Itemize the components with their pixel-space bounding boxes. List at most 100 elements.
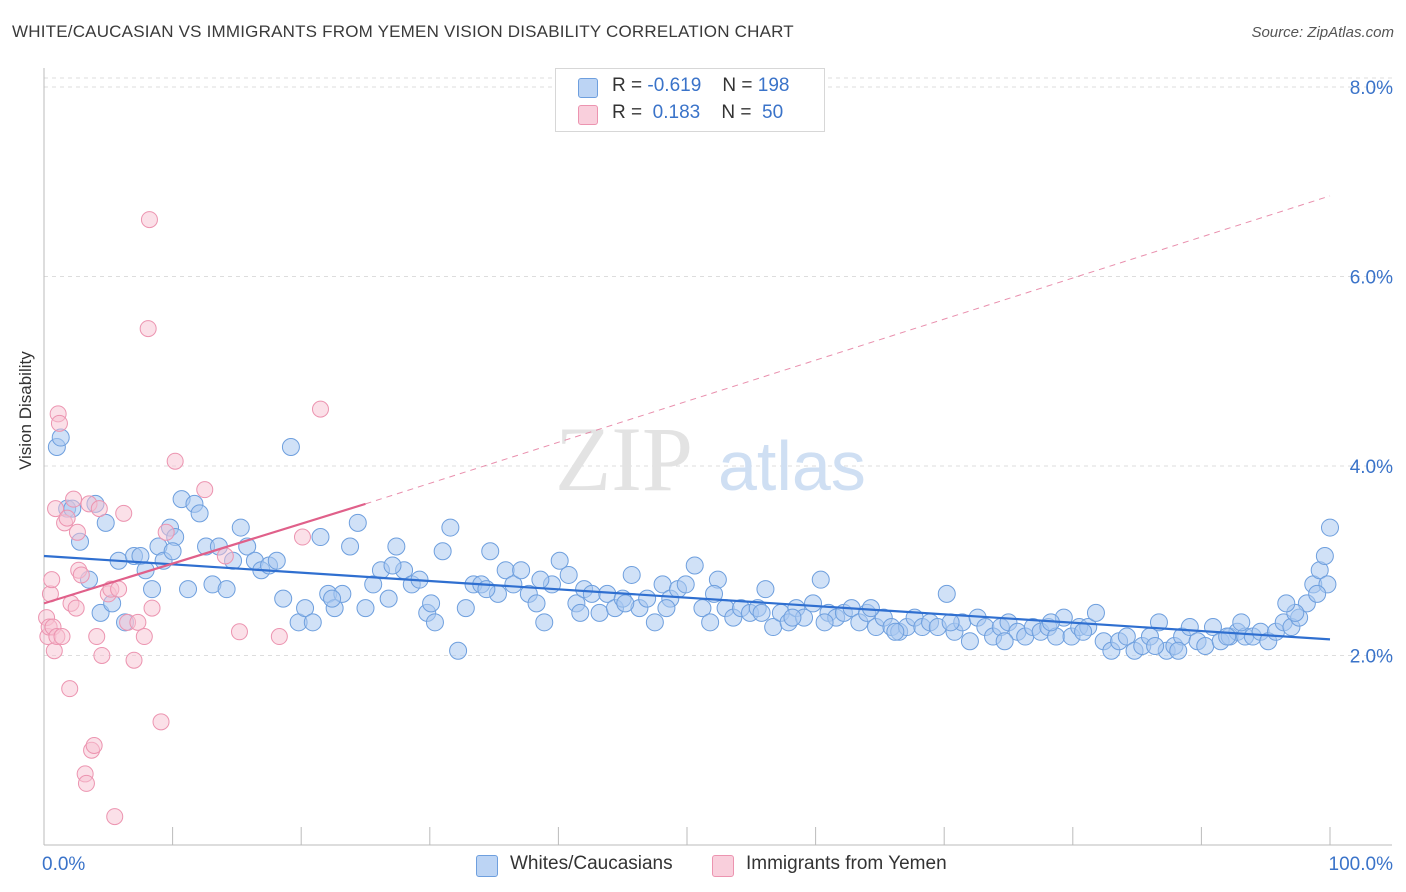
point-whites	[231, 518, 250, 537]
point-whites	[937, 584, 956, 603]
point-whites	[622, 565, 641, 584]
point-yemen	[115, 504, 133, 522]
trend-lines	[43, 195, 1331, 641]
point-whites	[96, 513, 115, 532]
point-whites	[441, 518, 460, 537]
point-whites	[449, 641, 468, 660]
point-whites	[1218, 627, 1237, 646]
point-whites	[1308, 584, 1327, 603]
point-whites	[1277, 594, 1296, 613]
point-yemen	[166, 452, 184, 470]
point-whites	[1117, 627, 1136, 646]
point-whites	[559, 565, 578, 584]
point-yemen	[157, 523, 175, 541]
point-whites	[422, 594, 441, 613]
point-whites	[527, 594, 546, 613]
point-yemen	[50, 414, 68, 432]
point-whites	[1196, 637, 1215, 656]
point-whites	[348, 513, 367, 532]
y-tick-label: 2.0%	[1350, 646, 1393, 667]
point-whites	[1074, 622, 1093, 641]
point-yemen	[53, 628, 71, 646]
point-yemen	[293, 528, 311, 546]
legend-swatch-blue	[578, 78, 598, 98]
point-whites	[616, 594, 635, 613]
source-label: Source: ZipAtlas.com	[1251, 24, 1394, 41]
legend-r-label: R =	[612, 102, 643, 123]
legend-n-label: N =	[721, 102, 752, 123]
point-yemen	[230, 623, 248, 641]
point-yemen	[68, 523, 86, 541]
legend-swatch-pink	[712, 855, 734, 877]
point-yemen	[106, 808, 124, 826]
trend-line-yemen-extension	[365, 195, 1331, 505]
point-whites	[1149, 613, 1168, 632]
legend-n-label: N =	[722, 75, 753, 96]
trend-line-yemen	[43, 502, 366, 605]
legend-r-value-whites: -0.619	[647, 75, 702, 96]
point-yemen	[67, 599, 85, 617]
point-whites	[752, 603, 771, 622]
point-whites	[433, 542, 452, 561]
point-whites	[311, 528, 330, 547]
point-whites	[550, 551, 569, 570]
point-whites	[676, 575, 695, 594]
point-yemen	[85, 737, 103, 755]
point-whites	[504, 575, 523, 594]
legend-n-value-yemen: 50	[762, 102, 784, 123]
point-whites	[267, 551, 286, 570]
point-yemen	[143, 599, 161, 617]
x-tick-label: 0.0%	[42, 854, 85, 875]
point-yemen	[216, 547, 234, 565]
data-points	[38, 211, 1339, 826]
point-whites	[685, 556, 704, 575]
point-whites	[143, 580, 162, 599]
point-whites	[341, 537, 360, 556]
legend-n-value-whites: 198	[757, 75, 790, 96]
point-whites	[756, 580, 775, 599]
point-whites	[783, 608, 802, 627]
watermark-atlas: atlas	[718, 427, 866, 505]
y-tick-label: 4.0%	[1350, 457, 1393, 478]
point-whites	[179, 580, 198, 599]
y-axis-label: Vision Disability	[16, 351, 35, 470]
legend-label-whites: Whites/Caucasians	[510, 853, 673, 874]
point-whites	[804, 594, 823, 613]
point-whites	[217, 580, 236, 599]
point-yemen	[129, 613, 147, 631]
point-whites	[815, 613, 834, 632]
point-whites	[481, 542, 500, 561]
legend-label-yemen: Immigrants from Yemen	[746, 853, 947, 874]
point-yemen	[90, 500, 108, 518]
tick-labels: 2.0% 4.0% 6.0% 8.0% 0.0% 100.0%	[42, 78, 1393, 875]
point-whites	[861, 599, 880, 618]
point-yemen	[140, 211, 158, 229]
point-whites	[590, 603, 609, 622]
point-whites	[1086, 603, 1105, 622]
legend-r-label: R =	[612, 75, 643, 96]
point-whites	[425, 613, 444, 632]
point-whites	[531, 570, 550, 589]
point-yemen	[270, 628, 288, 646]
point-yemen	[139, 320, 157, 338]
point-whites	[1146, 637, 1165, 656]
point-yemen	[58, 509, 76, 527]
point-yemen	[65, 490, 83, 508]
point-whites	[303, 613, 322, 632]
point-whites	[995, 632, 1014, 651]
axes	[43, 68, 1392, 846]
point-whites	[383, 556, 402, 575]
point-whites	[190, 504, 209, 523]
point-whites	[387, 537, 406, 556]
point-yemen	[93, 646, 111, 664]
point-whites	[1169, 641, 1188, 660]
point-whites	[364, 575, 383, 594]
point-whites	[701, 613, 720, 632]
point-whites	[535, 613, 554, 632]
point-whites	[512, 561, 531, 580]
point-yemen	[311, 400, 329, 418]
point-whites	[1321, 518, 1339, 537]
point-whites	[638, 589, 657, 608]
chart-title: WHITE/CAUCASIAN VS IMMIGRANTS FROM YEMEN…	[12, 22, 794, 41]
